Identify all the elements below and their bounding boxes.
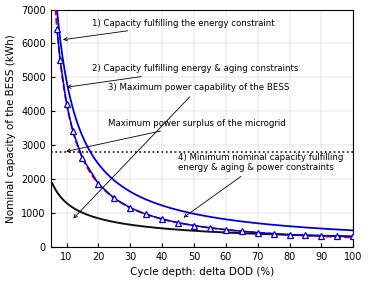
Text: 3) Maximum power capability of the BESS: 3) Maximum power capability of the BESS xyxy=(74,83,289,218)
Text: 1) Capacity fulfilling the energy constraint: 1) Capacity fulfilling the energy constr… xyxy=(64,19,275,41)
Text: 2) Capacity fulfilling energy & aging constraints: 2) Capacity fulfilling energy & aging co… xyxy=(68,65,298,88)
Text: Maximum power surplus of the microgrid: Maximum power surplus of the microgrid xyxy=(67,119,286,152)
X-axis label: Cycle depth: delta DOD (%): Cycle depth: delta DOD (%) xyxy=(130,267,274,277)
Y-axis label: Nominal capacity of the BESS (kWh): Nominal capacity of the BESS (kWh) xyxy=(6,34,15,223)
Text: 4) Minimum nominal capacity fulfilling
energy & aging & power constraints: 4) Minimum nominal capacity fulfilling e… xyxy=(178,153,343,217)
